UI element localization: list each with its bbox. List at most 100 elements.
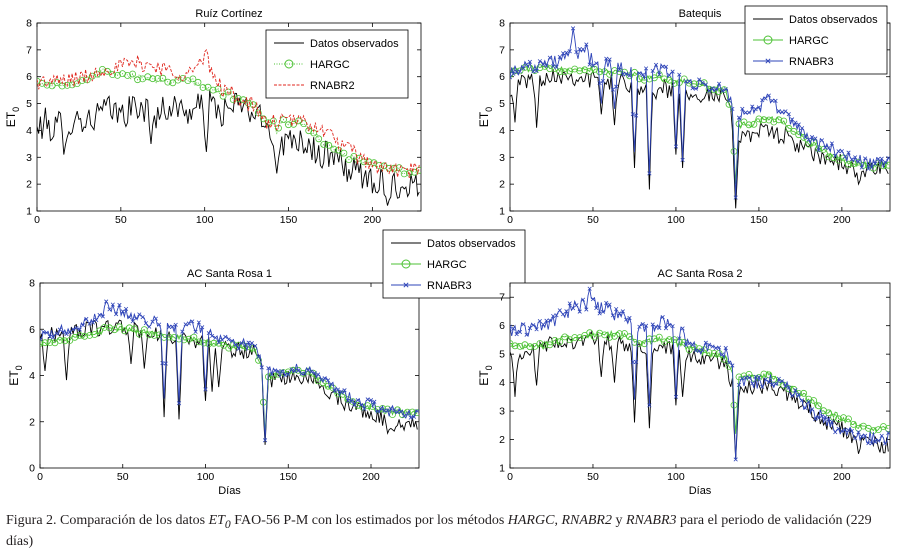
hargc-marker [655,333,663,341]
hargc-marker [845,160,852,168]
hargc-marker [571,65,579,73]
rnabr3-marker [544,63,549,69]
rnabr3-marker [120,309,125,314]
hargc-marker [130,325,138,333]
rnabr3-marker [332,388,337,394]
rnabr3-marker [587,62,592,67]
rnabr3-marker [697,77,702,82]
rnabr3-marker [557,54,562,59]
caption-sep-2: y [611,513,626,528]
rnabr3-marker [770,98,775,103]
hargc-marker [636,340,643,348]
rnabr3-marker [876,438,881,443]
hargc-marker [845,415,852,423]
hargc-marker [259,115,267,123]
hargc-marker [880,162,887,170]
hargc-marker [641,340,648,348]
rnabr3-marker [733,195,738,200]
rnabr3-marker [773,98,778,103]
rnabr3-marker [243,342,248,347]
hargc-marker [56,336,64,344]
rnabr3-marker [647,171,652,176]
rnabr3-marker [567,301,572,306]
hargc-marker [651,74,658,82]
hargc-marker [38,80,46,87]
hargc-marker [621,330,628,337]
rnabr3-marker [510,75,513,80]
rnabr3-marker [329,381,334,387]
rnabr3-marker [157,322,162,327]
hargc-marker [184,77,192,84]
hargc-marker [104,67,111,75]
rnabr3-marker [537,59,542,64]
rnabr3-marker [604,56,609,61]
hargc-marker [670,80,678,87]
rnabr3-marker [726,360,732,365]
rnabr3-marker [67,330,72,335]
hargc-marker [596,68,603,76]
rnabr3-marker [405,411,410,416]
rnabr3-marker [743,375,748,380]
rnabr3-marker [315,372,321,377]
rnabr3-marker [246,340,251,345]
rnabr3-marker [790,393,795,398]
rnabr3-marker [395,410,400,415]
rnabr3-marker [793,388,798,393]
rnabr3-marker [233,342,238,347]
rnabr3-marker [760,98,765,103]
legend-marker-circle [763,35,773,45]
rnabr3-marker [717,345,722,350]
rnabr3-marker [673,394,679,399]
rnabr3-marker [879,433,884,438]
rnabr3-marker [846,428,851,433]
hargc-marker [785,385,793,393]
rnabr3-marker [809,135,815,140]
rnabr3-marker [677,72,682,77]
rnabr3-marker [650,322,655,327]
hargc-marker [61,337,69,345]
rnabr3-marker [617,311,622,316]
rnabr3-marker [554,313,559,318]
y-tick-label: 5 [26,98,32,110]
hargc-marker [81,332,89,340]
rnabr3-marker [680,326,685,331]
hargc-marker [375,162,383,169]
rnabr3-marker [833,153,838,158]
rnabr3-marker [879,156,884,161]
rnabr3-marker [803,135,808,140]
rnabr3-marker [210,333,215,339]
hargc-marker [53,79,61,86]
legend: Datos observados HARGC RNABR2 [265,29,409,99]
rnabr3-marker [352,402,357,408]
x-tick-label: 0 [507,214,513,226]
y-tick-label: 1 [499,206,505,218]
rnabr3-marker [94,317,99,323]
rnabr3-marker [385,408,390,413]
hargc-marker [715,349,723,357]
rnabr3-marker [780,379,785,384]
hargc-marker [680,75,688,83]
rnabr3-marker [657,325,662,331]
rnabr3-marker [170,324,175,329]
hargc-marker [239,96,247,104]
rnabr3-marker [796,392,801,397]
hargc-marker [403,408,411,416]
rnabr3-marker [823,145,828,150]
rnabr3-marker [580,297,586,302]
rnabr3-marker [368,397,374,403]
rnabr3-marker [355,398,360,403]
y-tick-label: 4 [26,125,32,137]
x-axis-label: Días [218,485,241,497]
rnabr3-marker [760,384,765,389]
rnabr3-marker [223,334,228,339]
rnabr3-marker [637,71,642,76]
hargc-marker [194,78,202,86]
hargc-marker [114,72,121,79]
rnabr3-marker [839,428,844,434]
rnabr3-marker [183,322,188,327]
y-tick-label: 6 [499,71,505,83]
rnabr3-marker [415,409,419,414]
rnabr3-marker [763,96,768,101]
rnabr3-marker [378,406,384,411]
rnabr3-marker [849,157,854,162]
